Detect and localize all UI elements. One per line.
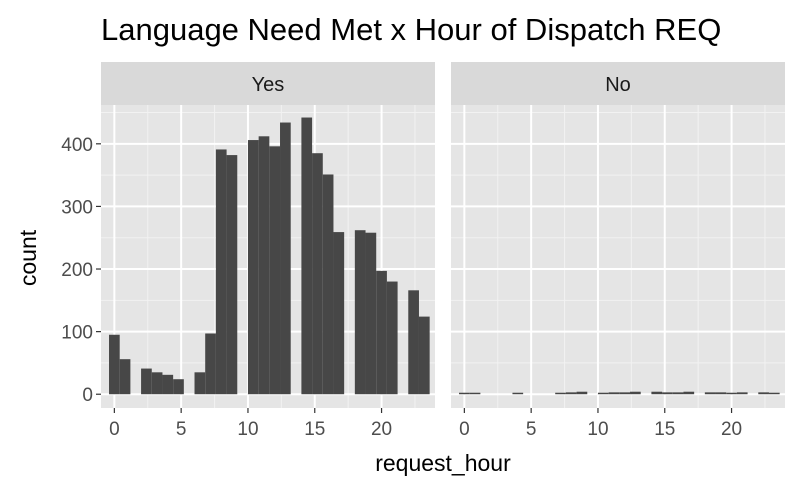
histogram-bar (269, 146, 281, 395)
histogram-bar (301, 117, 313, 395)
histogram-bar (151, 372, 163, 395)
y-tick-label: 100 (61, 323, 93, 344)
histogram-bar (469, 392, 481, 395)
x-tick-label: 20 (371, 419, 392, 440)
x-tick-label: 10 (587, 419, 608, 440)
histogram-bar (630, 391, 641, 395)
histogram-bar (608, 392, 620, 395)
histogram-bar (280, 122, 291, 395)
histogram-bar (354, 230, 366, 395)
histogram-bar (704, 392, 716, 395)
histogram-bar (215, 149, 227, 395)
x-tick-label: 15 (304, 419, 325, 440)
histogram-bar (141, 368, 152, 395)
x-tick-label: 5 (176, 419, 187, 440)
histogram-bar (512, 392, 524, 395)
histogram-bar (173, 379, 184, 395)
x-tick-label: 20 (721, 419, 742, 440)
histogram-bar (376, 270, 387, 395)
histogram-bar (322, 174, 334, 395)
histogram-bar (672, 392, 684, 395)
histogram-bar (109, 334, 120, 395)
histogram-bar (226, 155, 238, 395)
y-tick-label: 0 (82, 385, 93, 406)
histogram-bar (119, 359, 131, 395)
histogram-bar (715, 392, 727, 395)
y-tick-label: 400 (61, 135, 93, 156)
histogram-bar (162, 374, 174, 395)
histogram-bar (726, 392, 737, 395)
histogram-bar (565, 392, 577, 395)
histogram-bar (312, 153, 323, 395)
histogram-bar (651, 391, 663, 395)
y-axis-title: count (15, 229, 41, 286)
histogram-bar (597, 392, 609, 395)
histogram-bar (619, 392, 631, 395)
histogram-bar (258, 136, 270, 395)
x-axis-title: request_hour (375, 450, 511, 476)
histogram-bar (194, 372, 206, 395)
y-tick-label: 300 (61, 197, 93, 218)
y-tick-label: 200 (61, 260, 93, 281)
histogram-bar (365, 232, 377, 395)
x-tick-label: 0 (109, 419, 120, 440)
histogram-bar (683, 391, 695, 395)
chart-title: Language Need Met x Hour of Dispatch REQ (101, 12, 722, 47)
histogram-bar (247, 140, 259, 395)
facet-strip-label: No (605, 74, 631, 96)
histogram-bar (736, 392, 748, 395)
histogram-bar (662, 392, 673, 395)
histogram-bar (768, 392, 780, 395)
x-tick-label: 15 (654, 419, 675, 440)
x-tick-label: 5 (526, 419, 537, 440)
x-tick-label: 0 (459, 419, 470, 440)
facet-strip (451, 62, 785, 105)
histogram-bar (555, 392, 566, 395)
histogram-bar (386, 281, 398, 395)
histogram-bar (333, 232, 345, 395)
histogram-bar (418, 316, 430, 395)
histogram-bar (459, 392, 470, 395)
facet-strip-label: Yes (252, 74, 285, 96)
facet-strip (101, 62, 435, 105)
histogram-bar (408, 290, 419, 395)
histogram-bar (576, 391, 588, 395)
x-tick-label: 10 (237, 419, 258, 440)
histogram-bar (205, 333, 216, 395)
panel-background (451, 105, 785, 408)
histogram-bar (758, 392, 769, 395)
